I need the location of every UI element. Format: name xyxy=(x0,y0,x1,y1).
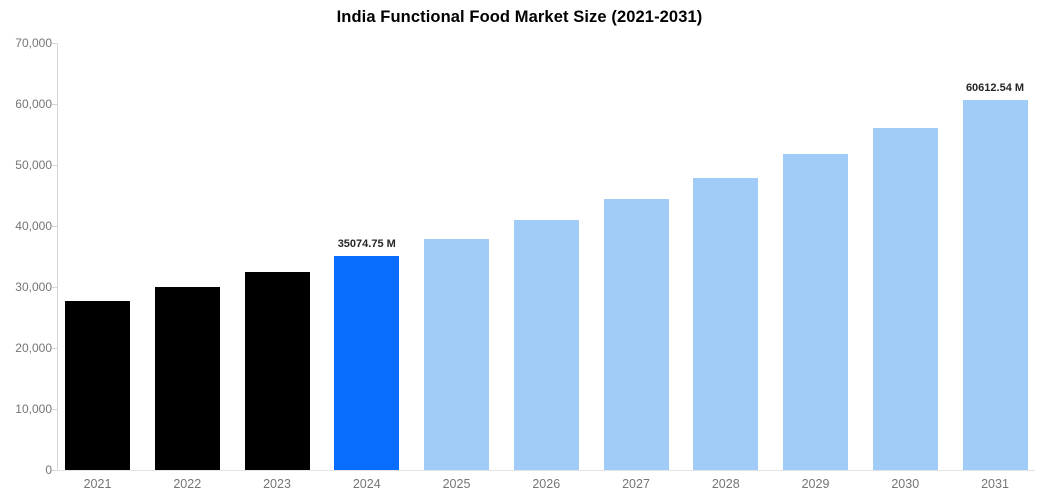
x-tick-label-2023: 2023 xyxy=(263,477,291,491)
chart-title: India Functional Food Market Size (2021-… xyxy=(336,8,703,26)
y-tick-mark xyxy=(52,43,57,44)
x-tick-label-2022: 2022 xyxy=(173,477,202,491)
y-tick-mark xyxy=(52,287,57,288)
x-tick-label-2025: 2025 xyxy=(442,477,471,491)
bar-2026 xyxy=(513,219,579,470)
x-tick-label-2031: 2031 xyxy=(981,477,1009,491)
bar-2024 xyxy=(334,256,400,470)
x-tick-label-2030: 2030 xyxy=(891,477,920,491)
x-tick-label-2027: 2027 xyxy=(622,477,650,491)
bar-2023 xyxy=(244,272,310,470)
bar-2029 xyxy=(783,153,848,470)
y-tick-mark xyxy=(52,104,57,105)
y-tick-label: 20,000 xyxy=(15,341,52,355)
y-axis-line xyxy=(57,43,58,470)
bar-2030 xyxy=(872,128,938,470)
value-label-2024: 35074.75 M xyxy=(337,238,396,251)
y-tick-label: 10,000 xyxy=(15,402,52,416)
y-tick-mark xyxy=(52,470,57,471)
bar-2031 xyxy=(962,100,1028,470)
x-axis-line xyxy=(57,470,1035,471)
y-tick-label: 50,000 xyxy=(15,158,52,172)
bar-2022 xyxy=(154,287,220,470)
bar-2025 xyxy=(424,238,489,470)
y-tick-mark xyxy=(52,226,57,227)
y-tick-label: 40,000 xyxy=(15,219,52,233)
y-tick-mark xyxy=(52,348,57,349)
x-tick-label-2029: 2029 xyxy=(801,477,830,491)
y-tick-label: 60,000 xyxy=(15,97,52,111)
x-tick-label-2028: 2028 xyxy=(711,477,740,491)
y-tick-mark xyxy=(52,165,57,166)
y-tick-label: 30,000 xyxy=(15,280,52,294)
y-tick-label: 70,000 xyxy=(15,36,52,50)
y-tick-mark xyxy=(52,409,57,410)
x-tick-label-2024: 2024 xyxy=(352,477,381,491)
x-tick-label-2021: 2021 xyxy=(83,477,112,491)
bar-2028 xyxy=(693,177,759,470)
x-tick-label-2026: 2026 xyxy=(532,477,561,491)
bar-2021 xyxy=(65,301,130,470)
value-label-2031: 60612.54 M xyxy=(965,82,1025,95)
y-tick-label: 0 xyxy=(45,463,52,477)
bar-2027 xyxy=(603,199,669,470)
